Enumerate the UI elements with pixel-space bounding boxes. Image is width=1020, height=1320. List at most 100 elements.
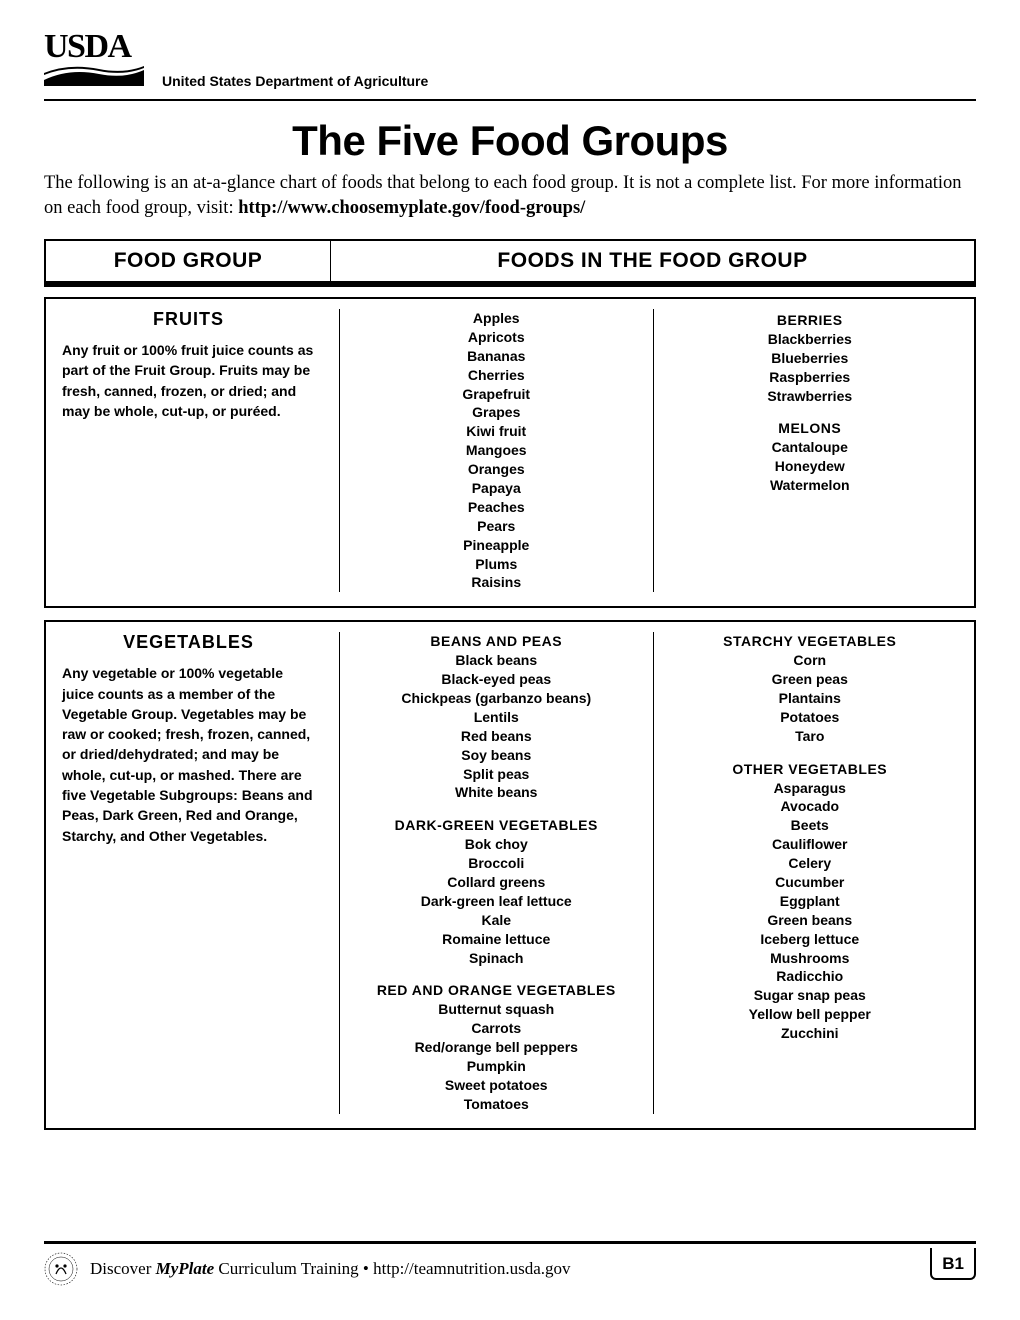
list-item: Spinach (350, 949, 643, 968)
list-item: Broccoli (350, 854, 643, 873)
list-item: Oranges (350, 460, 643, 479)
vegetables-desc: Any vegetable or 100% vegetable juice co… (62, 663, 315, 846)
list-item: Cherries (350, 366, 643, 385)
melons-head: MELONS (664, 419, 957, 438)
list-item: Pears (350, 517, 643, 536)
footer-discover: Discover (90, 1259, 156, 1278)
list-item: Black-eyed peas (350, 670, 643, 689)
list-item: Peaches (350, 498, 643, 517)
list-item: Soy beans (350, 746, 643, 765)
starchy-head: STARCHY VEGETABLES (664, 632, 957, 651)
beans-list: Black beansBlack-eyed peasChickpeas (gar… (350, 651, 643, 802)
list-item: Blackberries (664, 330, 957, 349)
list-item: Radicchio (664, 967, 957, 986)
list-item: Blueberries (664, 349, 957, 368)
table-header-row: FOOD GROUP FOODS IN THE FOOD GROUP (44, 239, 976, 287)
list-item: Cantaloupe (664, 438, 957, 457)
melons-list: CantaloupeHoneydewWatermelon (664, 438, 957, 495)
darkgreen-list: Bok choyBroccoliCollard greensDark-green… (350, 835, 643, 967)
list-item: Sweet potatoes (350, 1076, 643, 1095)
berries-head: BERRIES (664, 311, 957, 330)
list-item: White beans (350, 783, 643, 802)
footer-text: Discover MyPlate Curriculum Training • h… (90, 1259, 571, 1279)
list-item: Mangoes (350, 441, 643, 460)
list-item: Red/orange bell peppers (350, 1038, 643, 1057)
list-item: Zucchini (664, 1024, 957, 1043)
list-item: Green peas (664, 670, 957, 689)
fruits-col1: ApplesApricotsBananasCherriesGrapefruitG… (339, 309, 654, 592)
vegetables-group: VEGETABLES Any vegetable or 100% vegetab… (44, 620, 976, 1129)
th-foods-in-group: FOODS IN THE FOOD GROUP (331, 241, 974, 281)
list-item: Grapefruit (350, 385, 643, 404)
footer-myplate: MyPlate (156, 1259, 215, 1278)
list-item: Black beans (350, 651, 643, 670)
list-item: Grapes (350, 403, 643, 422)
list-item: Mushrooms (664, 949, 957, 968)
darkgreen-head: DARK-GREEN VEGETABLES (350, 816, 643, 835)
list-item: Lentils (350, 708, 643, 727)
other-list: AsparagusAvocadoBeetsCauliflowerCeleryCu… (664, 779, 957, 1043)
list-item: Collard greens (350, 873, 643, 892)
intro-paragraph: The following is an at-a-glance chart of… (44, 171, 976, 221)
vegetables-col1: BEANS AND PEAS Black beansBlack-eyed pea… (339, 632, 654, 1113)
page-title: The Five Food Groups (44, 117, 976, 165)
list-item: Tomatoes (350, 1095, 643, 1114)
fruits-right: ApplesApricotsBananasCherriesGrapefruitG… (331, 299, 974, 606)
usda-swoosh-icon (44, 66, 144, 86)
list-item: Avocado (664, 797, 957, 816)
list-item: Cucumber (664, 873, 957, 892)
list-item: Green beans (664, 911, 957, 930)
department-name: United States Department of Agriculture (162, 73, 428, 91)
list-item: Raspberries (664, 368, 957, 387)
page-footer: Discover MyPlate Curriculum Training • h… (44, 1241, 976, 1286)
list-item: Romaine lettuce (350, 930, 643, 949)
list-item: Corn (664, 651, 957, 670)
list-item: Butternut squash (350, 1000, 643, 1019)
list-item: Sugar snap peas (664, 986, 957, 1005)
list-item: Papaya (350, 479, 643, 498)
list-item: Plantains (664, 689, 957, 708)
list-item: Yellow bell pepper (664, 1005, 957, 1024)
list-item: Beets (664, 816, 957, 835)
page-number: B1 (930, 1248, 976, 1280)
list-item: Iceberg lettuce (664, 930, 957, 949)
usda-logo: USDA (44, 30, 144, 91)
list-item: Cauliflower (664, 835, 957, 854)
fruits-group: FRUITS Any fruit or 100% fruit juice cou… (44, 297, 976, 608)
list-item: Red beans (350, 727, 643, 746)
fruits-title: FRUITS (62, 309, 315, 330)
list-item: Kiwi fruit (350, 422, 643, 441)
list-item: Taro (664, 727, 957, 746)
list-item: Strawberries (664, 387, 957, 406)
list-item: Honeydew (664, 457, 957, 476)
list-item: Carrots (350, 1019, 643, 1038)
list-item: Split peas (350, 765, 643, 784)
list-item: Bananas (350, 347, 643, 366)
footer-rest: Curriculum Training • http://teamnutriti… (214, 1259, 570, 1278)
team-nutrition-icon (44, 1252, 78, 1286)
list-item: Pumpkin (350, 1057, 643, 1076)
list-item: Eggplant (664, 892, 957, 911)
vegetables-left: VEGETABLES Any vegetable or 100% vegetab… (46, 622, 331, 1127)
list-item: Potatoes (664, 708, 957, 727)
list-item: Asparagus (664, 779, 957, 798)
vegetables-title: VEGETABLES (62, 632, 315, 653)
document-header: USDA United States Department of Agricul… (44, 30, 976, 101)
list-item: Apples (350, 309, 643, 328)
list-item: Celery (664, 854, 957, 873)
intro-link: http://www.choosemyplate.gov/food-groups… (238, 198, 585, 218)
berries-list: BlackberriesBlueberriesRaspberriesStrawb… (664, 330, 957, 406)
list-item: Apricots (350, 328, 643, 347)
usda-logo-text: USDA (44, 30, 144, 64)
redorange-list: Butternut squashCarrotsRed/orange bell p… (350, 1000, 643, 1113)
list-item: Chickpeas (garbanzo beans) (350, 689, 643, 708)
list-item: Bok choy (350, 835, 643, 854)
vegetables-right: BEANS AND PEAS Black beansBlack-eyed pea… (331, 622, 974, 1127)
fruits-left: FRUITS Any fruit or 100% fruit juice cou… (46, 299, 331, 606)
list-item: Kale (350, 911, 643, 930)
th-food-group: FOOD GROUP (46, 241, 331, 281)
fruits-desc: Any fruit or 100% fruit juice counts as … (62, 340, 315, 421)
starchy-list: CornGreen peasPlantainsPotatoesTaro (664, 651, 957, 745)
list-item: Plums (350, 555, 643, 574)
list-item: Pineapple (350, 536, 643, 555)
